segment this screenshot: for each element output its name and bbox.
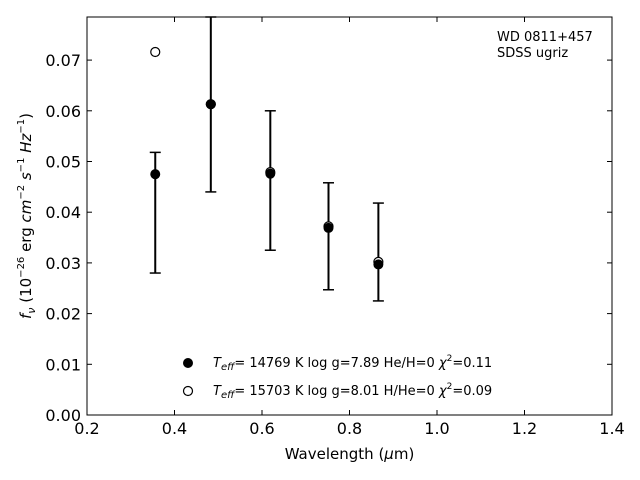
x-tick-label: 0.8 — [337, 419, 362, 438]
y-tick-label: 0.00 — [45, 406, 81, 425]
y-tick-label: 0.02 — [45, 305, 81, 324]
legend-label-2: Teff= 15703 K log g=8.01 H/He=0 χ2=0.09 — [213, 382, 492, 401]
annotation-line-2: SDSS ugriz — [497, 46, 568, 61]
legend-marker-filled — [183, 358, 193, 368]
annotation-line-1: WD 0811+457 — [497, 30, 593, 45]
x-tick-label: 1.2 — [512, 419, 537, 438]
y-tick-label: 0.06 — [45, 102, 81, 121]
y-axis-label: fν (10−26 erg cm−2 s−1 Hz−1) — [16, 113, 38, 319]
x-tick-label: 1.0 — [424, 419, 449, 438]
point-filled — [323, 222, 334, 233]
point-filled — [205, 99, 216, 110]
x-tick-label: 0.4 — [162, 419, 187, 438]
point-filled — [373, 259, 384, 270]
x-tick-label: 0.6 — [249, 419, 274, 438]
y-tick-label: 0.01 — [45, 355, 81, 374]
legend: Teff= 14769 K log g=7.89 He/H=0 χ2=0.11 … — [182, 354, 492, 401]
legend-label-1: Teff= 14769 K log g=7.89 He/H=0 χ2=0.11 — [213, 354, 492, 373]
point-filled — [150, 169, 161, 180]
y-tick-label: 0.07 — [45, 51, 81, 70]
y-tick-label: 0.04 — [45, 203, 81, 222]
legend-marker-open — [182, 385, 194, 397]
x-tick-label: 0.2 — [74, 419, 99, 438]
y-tick-label: 0.03 — [45, 254, 81, 273]
axis-ticks: 0.2 0.4 0.6 0.8 1.0 1.2 1.4 0.00 0.01 0.02 0.03 0.0… — [45, 17, 625, 438]
x-axis-label: Wavelength (μm) — [285, 445, 415, 463]
y-tick-label: 0.05 — [45, 152, 81, 171]
x-tick-label: 1.4 — [599, 419, 624, 438]
data-points — [150, 46, 384, 270]
point-open — [150, 46, 161, 58]
point-filled — [265, 168, 276, 179]
plot-frame — [86, 16, 613, 416]
